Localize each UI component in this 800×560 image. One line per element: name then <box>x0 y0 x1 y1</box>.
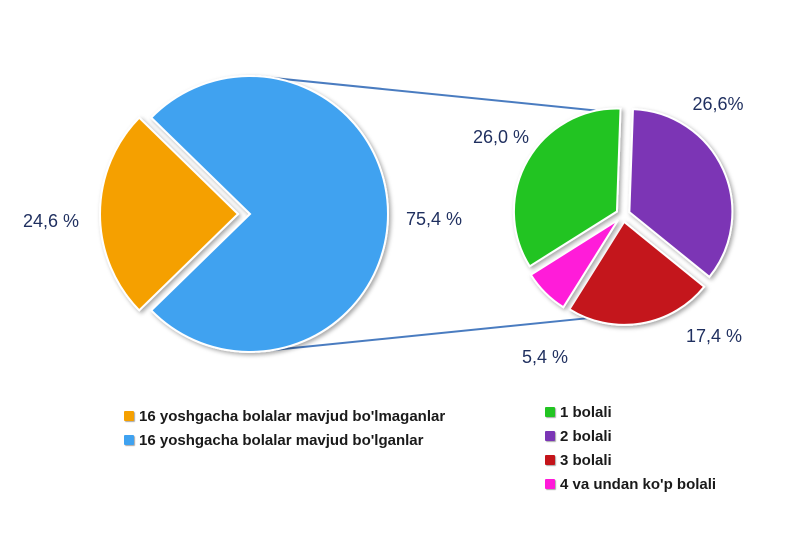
legend-item-no-children: 16 yoshgacha bolalar mavjud bo'lmaganlar <box>124 404 445 428</box>
legend-swatch <box>545 479 555 489</box>
connector-top <box>254 75 615 114</box>
sub-slice-1-bolali <box>512 107 622 268</box>
connector-lines <box>254 75 615 353</box>
legend-item-3-children: 3 bolali <box>545 448 716 472</box>
legend-swatch <box>124 435 134 445</box>
legend-item-with-children: 16 yoshgacha bolalar mavjud bo'lganlar <box>124 428 445 452</box>
main-slice-16-yoshgacha-bolalar-mavjud-bo-lganlar <box>149 75 389 353</box>
legend-label: 16 yoshgacha bolalar mavjud bo'lganlar <box>139 431 424 449</box>
data-label-sub-1: 26,6% <box>692 94 743 114</box>
data-label-main-1: 75,4 % <box>406 209 462 229</box>
legend-item-1-child: 1 bolali <box>545 400 716 424</box>
sub-pie <box>512 107 734 326</box>
sub-slice-2-bolali <box>628 108 734 279</box>
sub-slice-3-bolali <box>568 220 706 326</box>
legend-swatch <box>124 411 134 421</box>
legend-label: 4 va undan ko'p bolali <box>560 475 717 493</box>
legend-item-4plus-children: 4 va undan ko'p bolali <box>545 472 716 496</box>
connector-bottom <box>254 315 606 353</box>
data-label-sub-3: 5,4 % <box>522 347 568 367</box>
legend-label: 2 bolali <box>560 427 612 445</box>
legend-swatch <box>545 455 555 465</box>
legend-main: 16 yoshgacha bolalar mavjud bo'lmaganlar… <box>124 404 445 452</box>
legend-swatch <box>545 407 555 417</box>
legend-sub: 1 bolali 2 bolali 3 bolali 4 va undan ko… <box>545 400 716 496</box>
main-pie <box>98 75 389 353</box>
legend-label: 16 yoshgacha bolalar mavjud bo'lmaganlar <box>139 407 446 425</box>
legend-item-2-children: 2 bolali <box>545 424 716 448</box>
main-slice-16-yoshgacha-bolalar-mavjud-bo-lmaganlar <box>98 116 240 312</box>
legend-label: 1 bolali <box>560 403 612 421</box>
sub-slice-4-va-undan-ko-p-bolali <box>529 219 619 309</box>
data-label-sub-0: 26,0 % <box>473 127 529 147</box>
legend-label: 3 bolali <box>560 451 612 469</box>
data-label-sub-2: 17,4 % <box>686 326 742 346</box>
data-label-main-0: 24,6 % <box>23 211 79 231</box>
legend-swatch <box>545 431 555 441</box>
data-labels: 24,6 % 75,4 % 26,0 % 26,6% 17,4 % 5,4 % <box>23 94 744 367</box>
